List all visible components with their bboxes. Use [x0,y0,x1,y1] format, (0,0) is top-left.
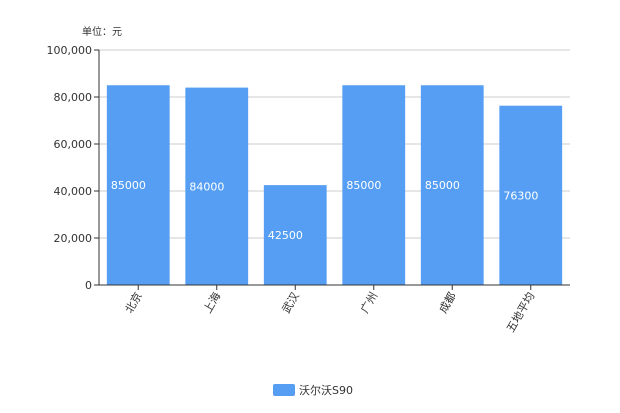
bar[interactable] [342,85,406,285]
unit-label: 单位：元 [82,25,122,38]
y-tick-label: 60,000 [54,138,93,151]
x-category-label: 广州 [358,290,380,316]
grid-lines [99,49,570,239]
bar-value-label: 85000 [425,179,460,192]
y-tick-label: 80,000 [54,91,93,104]
legend-label[interactable]: 沃尔沃S90 [299,384,353,397]
legend[interactable]: 沃尔沃S90 [273,384,353,397]
bar-value-label: 84000 [189,180,224,193]
bar[interactable] [499,105,563,285]
x-category-label: 武汉 [280,290,302,316]
bar[interactable] [420,85,484,285]
x-category-label: 北京 [122,290,145,316]
bar-value-label: 85000 [111,179,146,192]
y-tick-label: 20,000 [54,232,93,245]
y-tick-label: 100,000 [47,44,93,57]
bar-value-label: 85000 [346,179,381,192]
y-tick-label: 40,000 [54,185,93,198]
bar[interactable] [263,185,327,285]
legend-swatch[interactable] [273,384,295,396]
bars: 85000 84000 42500 85000 85000 76300 [106,85,563,285]
bar-value-label: 76300 [503,189,538,202]
bar[interactable] [106,85,170,285]
bar[interactable] [185,87,249,285]
bar-value-label: 42500 [268,229,303,242]
y-tick-label: 0 [85,279,92,292]
x-category-label: 上海 [200,290,223,316]
x-category-label: 五地平均 [504,290,537,335]
x-category-label: 成都 [437,290,459,316]
